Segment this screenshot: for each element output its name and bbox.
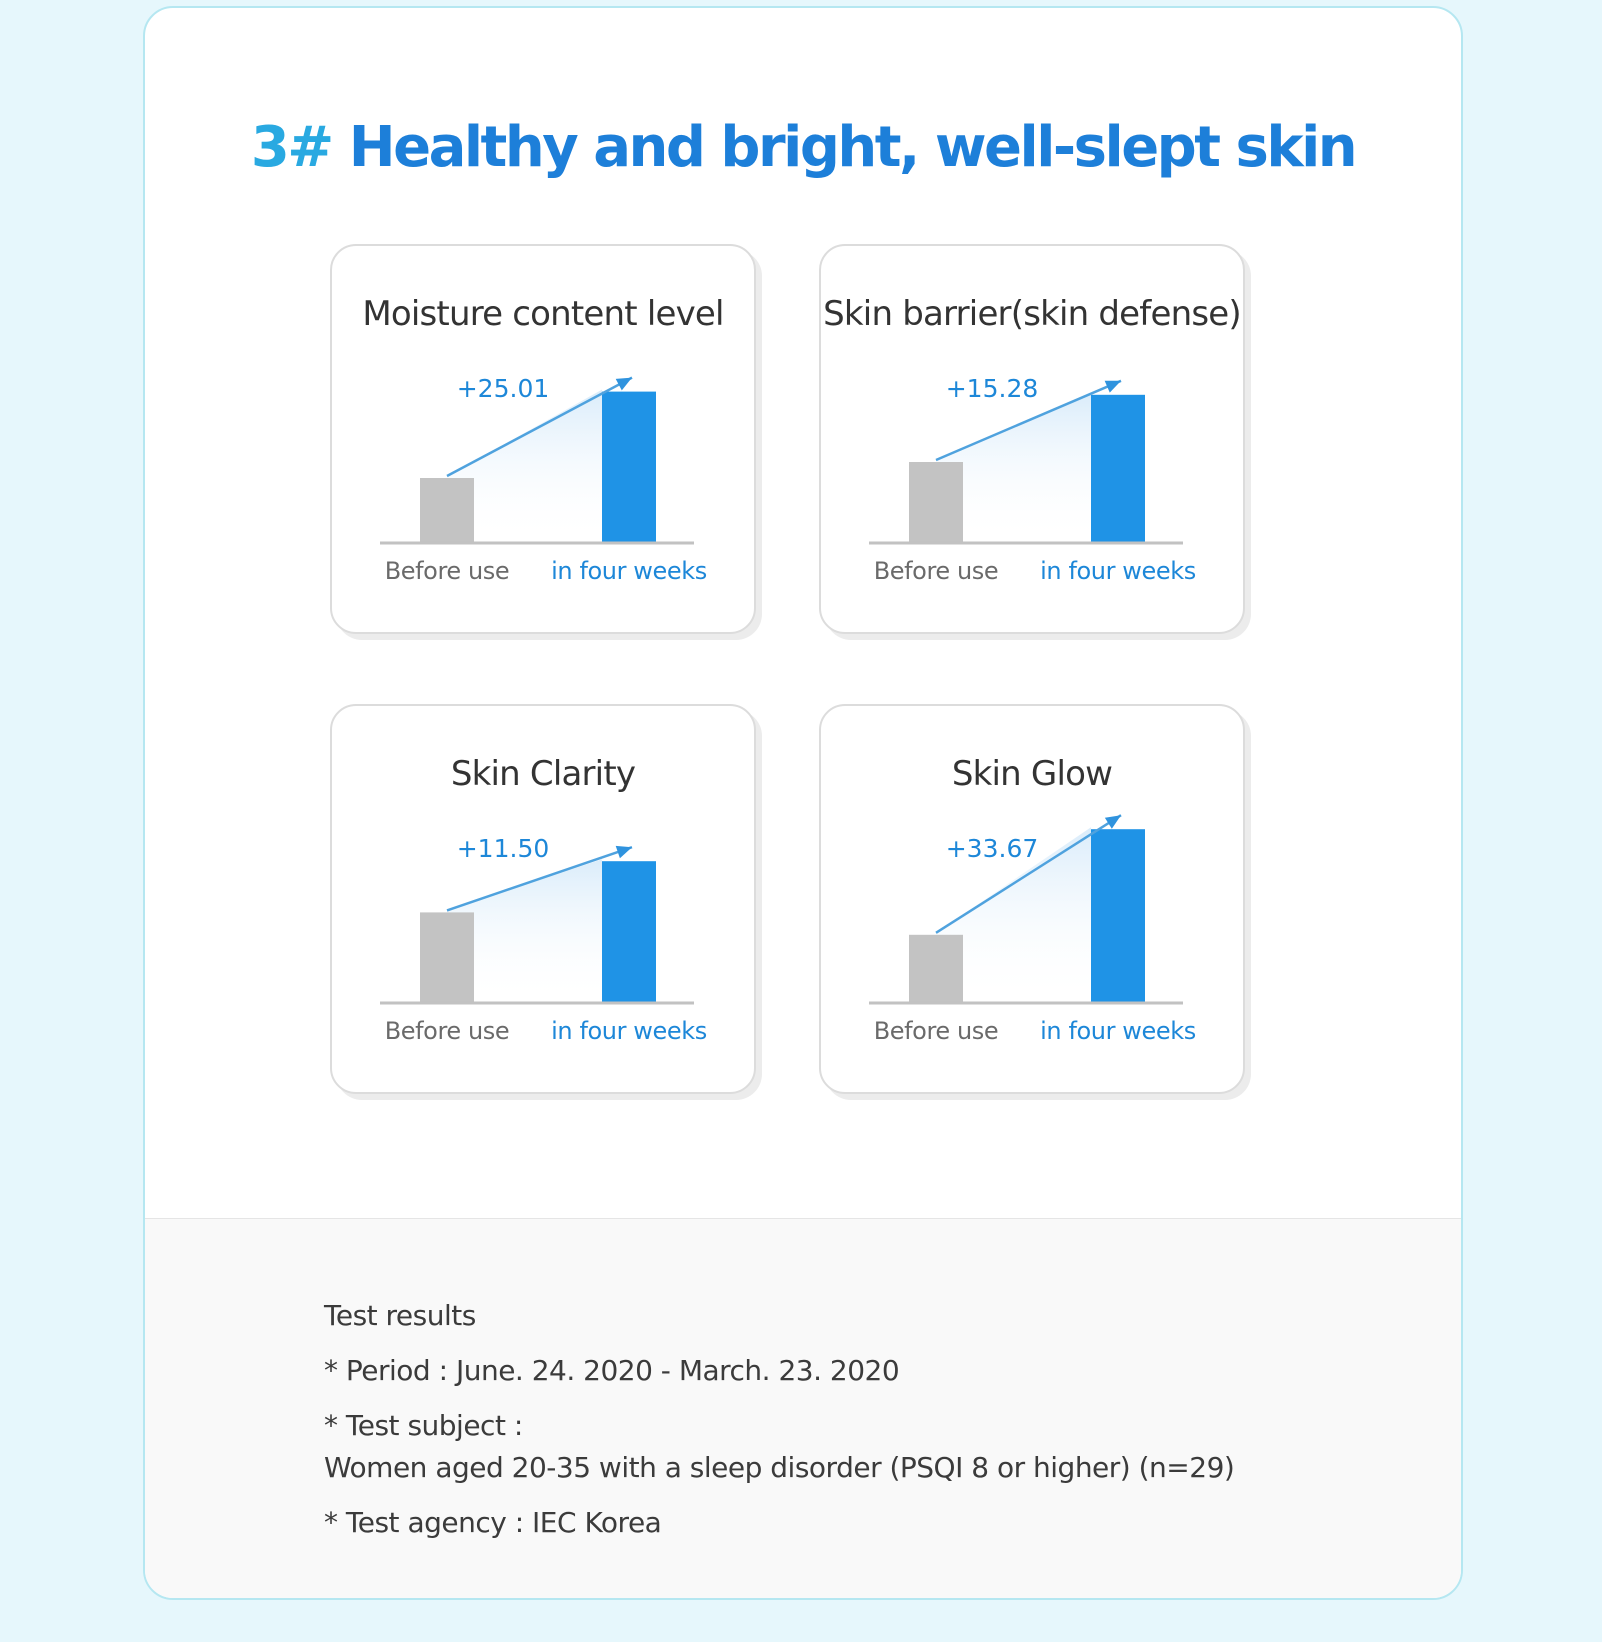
bar-in-four-weeks — [1091, 829, 1145, 1002]
change-value-label: +15.28 — [946, 374, 1039, 403]
page-title: 3# Healthy and bright, well-slept skin — [145, 112, 1461, 184]
chart-title: Skin Glow — [951, 754, 1113, 794]
chart-card-skin-glow: Skin Glow +33.67 Before use in four weeks — [819, 704, 1245, 1094]
change-value-label: +11.50 — [457, 834, 550, 863]
notes-agency: * Test agency : IEC Korea — [324, 1506, 662, 1539]
bar-in-four-weeks — [602, 391, 656, 542]
bar-before-use — [909, 934, 963, 1002]
notes-heading: Test results — [324, 1299, 476, 1332]
chart-title: Skin barrier(skin defense) — [823, 294, 1242, 334]
growth-line — [935, 814, 1122, 934]
bar-before-use — [420, 478, 474, 542]
category-label-after: in four weeks — [1040, 1017, 1196, 1045]
growth-line — [935, 379, 1122, 462]
growth-shading — [447, 389, 602, 542]
bar-before-use — [420, 912, 474, 1002]
category-label-after: in four weeks — [551, 557, 707, 585]
change-value-label: +25.01 — [457, 374, 550, 403]
category-label-before: Before use — [385, 1017, 510, 1045]
bar-before-use — [909, 462, 963, 542]
growth-line — [446, 846, 633, 912]
chart-card-skin-clarity: Skin Clarity +11.50 Before use in four wee… — [330, 704, 756, 1094]
category-label-before: Before use — [874, 1017, 999, 1045]
arrow-head-icon — [1104, 380, 1121, 393]
bar-in-four-weeks — [602, 861, 656, 1002]
test-notes: Test results * Period : June. 24. 2020 -… — [324, 1295, 1235, 1544]
bar-in-four-weeks — [1091, 394, 1145, 542]
chart-card-skin-barrier: Skin barrier(skin defense) +15.28 Before … — [819, 244, 1245, 634]
chart-svg: +15.28 Before use in four weeks — [869, 374, 1196, 585]
chart-svg: +25.01 Before use in four weeks — [380, 374, 707, 585]
category-label-after: in four weeks — [551, 1017, 707, 1045]
arrow-head-icon — [615, 845, 632, 859]
title-number: 3# — [250, 115, 334, 180]
growth-shading — [936, 827, 1091, 1002]
chart-card-moisture: Moisture content level +25.01 Before use i… — [330, 244, 756, 634]
title-text: Healthy and bright, well-slept skin — [348, 115, 1358, 180]
growth-shading — [447, 859, 602, 1002]
content-panel: 3# Healthy and bright, well-slept skin M… — [143, 6, 1463, 1600]
chart-title: Moisture content level — [362, 294, 724, 334]
category-label-before: Before use — [385, 557, 510, 585]
chart-title: Skin Clarity — [450, 754, 636, 794]
chart-svg: +11.50 Before use in four weeks — [380, 834, 707, 1045]
notes-subject-label: * Test subject : — [324, 1409, 523, 1442]
notes-subject-detail: Women aged 20-35 with a sleep disorder (… — [324, 1451, 1235, 1484]
growth-shading — [936, 392, 1091, 542]
test-results-section: Test results * Period : June. 24. 2020 -… — [145, 1218, 1461, 1598]
growth-line — [446, 376, 633, 478]
change-value-label: +33.67 — [946, 834, 1039, 863]
notes-period: * Period : June. 24. 2020 - March. 23. 2… — [324, 1354, 900, 1387]
category-label-before: Before use — [874, 557, 999, 585]
category-label-after: in four weeks — [1040, 557, 1196, 585]
arrow-head-icon — [1104, 815, 1121, 829]
chart-svg: +33.67 Before use in four weeks — [869, 814, 1196, 1045]
arrow-head-icon — [615, 377, 632, 391]
